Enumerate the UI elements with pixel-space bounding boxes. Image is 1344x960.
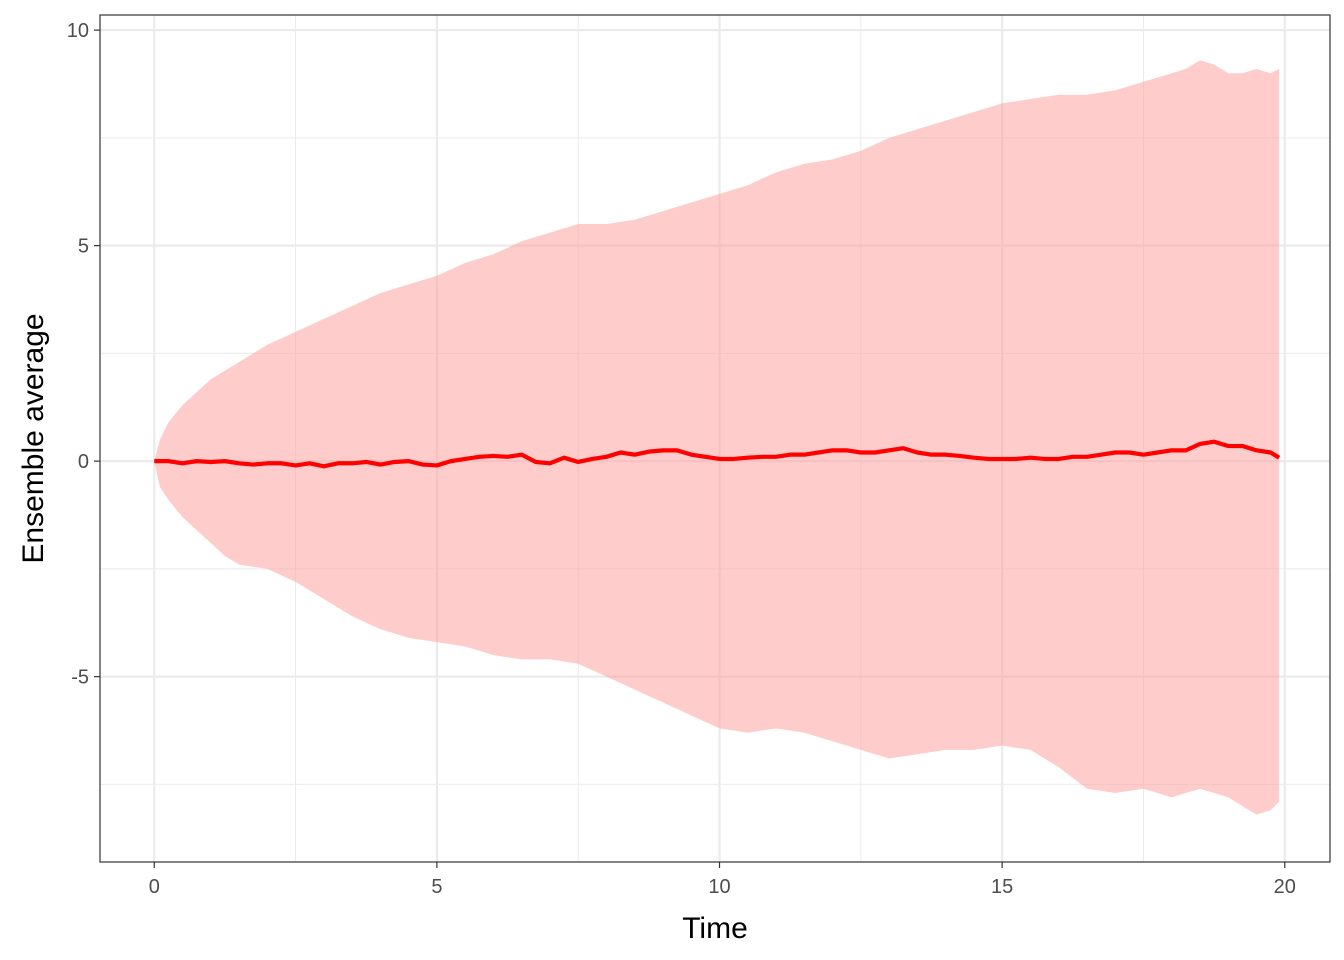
y-tick-label: -5	[71, 667, 89, 689]
confidence-ribbon	[154, 60, 1280, 815]
tick-labels: 0 5 10 15 20 -5 0 5 10	[67, 20, 1296, 898]
y-axis-title: Ensemble average	[17, 313, 50, 563]
x-tick-label: 20	[1274, 876, 1296, 898]
y-tick-label: 10	[67, 20, 89, 42]
y-tick-label: 5	[78, 236, 89, 258]
x-tick-label: 10	[708, 876, 730, 898]
axis-ticks	[94, 29, 1286, 868]
x-axis-title: Time	[682, 912, 748, 945]
x-tick-label: 15	[991, 876, 1013, 898]
x-tick-label: 5	[431, 876, 442, 898]
mean-line	[154, 439, 1281, 469]
series-layer	[154, 60, 1281, 815]
plot-border	[99, 14, 1331, 863]
y-tick-label: 0	[78, 451, 89, 473]
x-tick-label: 0	[149, 876, 160, 898]
